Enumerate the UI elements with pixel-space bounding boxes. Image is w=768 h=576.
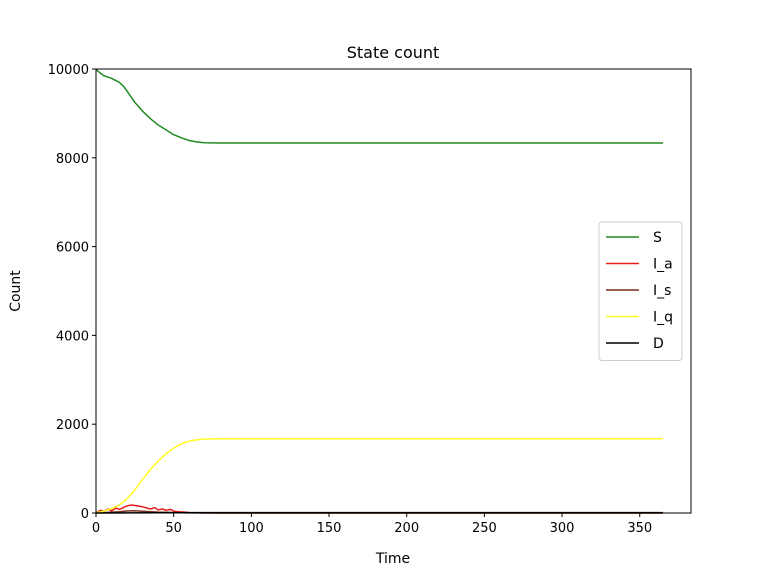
y-tick-label: 0 xyxy=(81,507,89,522)
x-tick-label: 300 xyxy=(550,521,575,536)
legend-label: I_q xyxy=(653,310,673,326)
y-tick-label: 10000 xyxy=(48,63,89,78)
x-tick-label: 350 xyxy=(627,521,652,536)
axis-ticks: 0 50 100 150 200 250 300 350 0 2000 4000 6000 8000 10… xyxy=(48,63,653,536)
x-tick-label: 200 xyxy=(394,521,419,536)
legend-label: S xyxy=(653,230,662,246)
y-tick-label: 4000 xyxy=(56,329,89,344)
x-axis-label: Time xyxy=(375,551,410,567)
x-tick-label: 100 xyxy=(239,521,264,536)
x-tick-label: 0 xyxy=(92,521,100,536)
legend-box xyxy=(598,221,683,361)
y-axis-label: Count xyxy=(8,270,24,312)
legend-label: D xyxy=(653,336,664,352)
y-tick-label: 2000 xyxy=(56,418,89,433)
plot-frame xyxy=(95,68,692,514)
x-tick-label: 150 xyxy=(317,521,342,536)
chart-title: State count xyxy=(347,43,440,62)
x-tick-label: 250 xyxy=(472,521,497,536)
y-tick-label: 6000 xyxy=(56,241,89,256)
series-line-i-q xyxy=(95,438,663,514)
y-tick-label: 8000 xyxy=(56,152,89,167)
legend: S I_a I_s I_q D xyxy=(598,221,683,361)
x-tick-label: 50 xyxy=(165,521,182,536)
legend-label: I_a xyxy=(653,257,673,273)
series-line-s xyxy=(95,68,663,144)
legend-label: I_s xyxy=(653,283,671,299)
